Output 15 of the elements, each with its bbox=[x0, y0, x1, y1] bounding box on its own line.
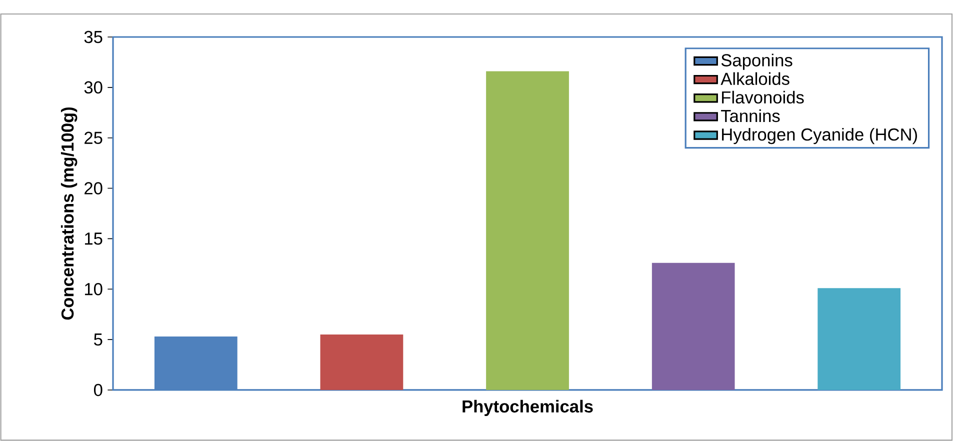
y-tick-label: 10 bbox=[85, 282, 102, 296]
legend-label: Tannins bbox=[721, 109, 780, 122]
legend-label: Saponins bbox=[721, 54, 792, 70]
x-axis-title: Phytochemicals bbox=[462, 400, 593, 416]
y-tick-label: 30 bbox=[84, 81, 102, 94]
legend-label: Alkaloids bbox=[720, 72, 790, 85]
y-tick-label: 15 bbox=[85, 232, 102, 245]
y-tick-label: 5 bbox=[94, 334, 102, 346]
legend-label: Hydrogen Cyanide (HCN) bbox=[722, 128, 917, 144]
y-tick-label: 20 bbox=[84, 182, 102, 194]
y-tick-label: 35 bbox=[84, 30, 102, 44]
legend-label: Flavonoids bbox=[722, 90, 804, 104]
y-tick-label: 25 bbox=[84, 132, 102, 144]
y-tick-label: 0 bbox=[94, 384, 102, 396]
y-axis-title: Concentrations (mg/100g) bbox=[60, 107, 78, 320]
